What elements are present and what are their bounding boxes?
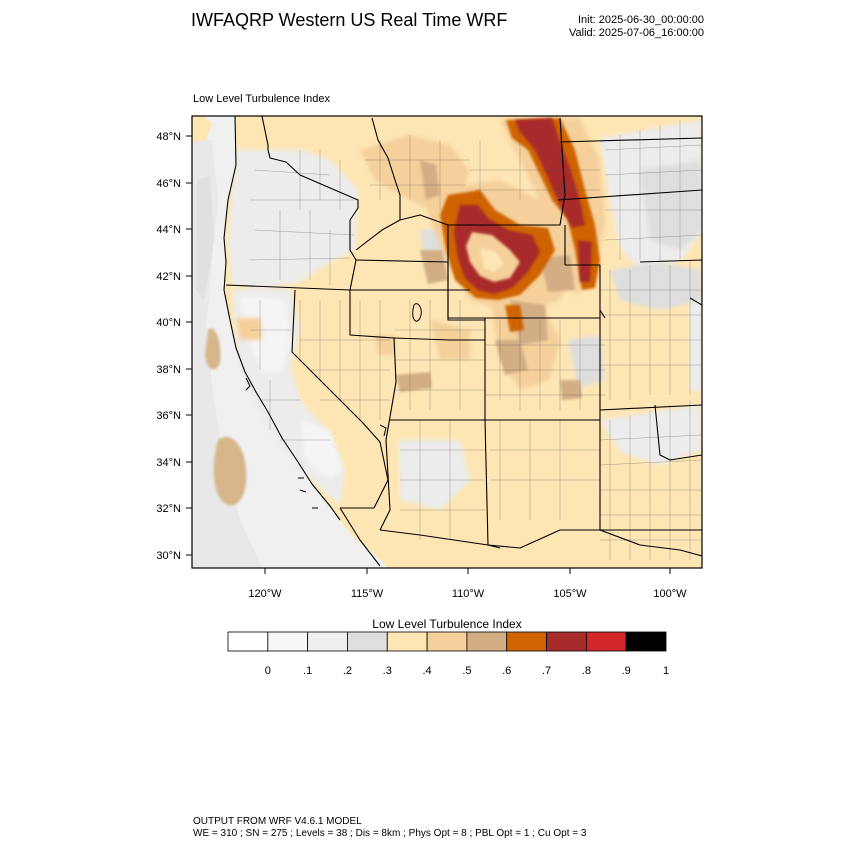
lon-label: 105°W xyxy=(553,588,587,600)
footer-line-1: OUTPUT FROM WRF V4.6.1 MODEL xyxy=(193,816,362,827)
latitude-labels: 48°N 46°N 44°N 42°N 40°N 38°N 36°N 34°N … xyxy=(156,131,181,562)
lat-label: 32°N xyxy=(156,503,181,515)
colorbar-tick-label: .5 xyxy=(462,665,471,677)
colorbar-tick-label: 0 xyxy=(265,665,271,677)
water-bodies xyxy=(245,303,422,509)
model-footer: OUTPUT FROM WRF V4.6.1 MODEL WE = 310 ; … xyxy=(193,816,586,840)
colorbar-labels: 0 .1 .2 .3 .4 .5 .6 .7 .8 .9 1 xyxy=(265,665,669,677)
colorbar-swatch xyxy=(466,631,508,652)
basin-core xyxy=(480,248,504,272)
colorbar-title: Low Level Turbulence Index xyxy=(372,617,522,631)
offshore-band xyxy=(196,176,214,300)
map-field xyxy=(192,116,702,568)
colorbar-tick-label: .1 xyxy=(303,665,312,677)
main-title: IWFAQRP Western US Real Time WRF xyxy=(191,10,508,30)
lowest-index-areas xyxy=(240,295,342,480)
colorbar-tick-label: .8 xyxy=(582,665,591,677)
lat-label: 44°N xyxy=(156,224,181,236)
colorbar-tick-label: 1 xyxy=(663,665,669,677)
lat-label: 48°N xyxy=(156,131,181,143)
valid-time: Valid: 2025-07-06_16:00:00 xyxy=(569,27,704,39)
colorbar-swatch xyxy=(426,631,468,652)
colorbar-swatch xyxy=(585,631,627,652)
colorbar-swatch xyxy=(506,631,547,652)
colorbar xyxy=(227,631,667,652)
offshore-high-patch xyxy=(213,436,247,506)
lat-label: 36°N xyxy=(156,410,181,422)
colorbar-tick-label: .9 xyxy=(622,665,631,677)
longitude-labels: 120°W 115°W 110°W 105°W 100°W xyxy=(248,588,687,600)
lat-label: 38°N xyxy=(156,364,181,376)
map-frame xyxy=(191,115,703,569)
axis-ticks xyxy=(186,135,671,574)
colorbar-tick-label: .7 xyxy=(542,665,551,677)
colorbar-swatch xyxy=(267,631,309,652)
footer-line-2: WE = 310 ; SN = 275 ; Levels = 38 ; Dis … xyxy=(193,828,587,839)
colorbar-tick-label: .6 xyxy=(502,665,511,677)
offshore-high-patch xyxy=(205,328,221,370)
lon-label: 115°W xyxy=(351,588,384,600)
lon-label: 100°W xyxy=(653,588,687,600)
state-boundaries xyxy=(223,116,702,567)
land-patch xyxy=(192,116,212,142)
run-times: Init: 2025-06-30_00:00:00 Valid: 2025-07… xyxy=(520,14,704,40)
colorbar-swatch xyxy=(227,631,269,652)
county-lines xyxy=(249,120,702,560)
colorbar-swatch xyxy=(625,631,667,652)
colorbar-tick-label: .2 xyxy=(343,665,352,677)
lon-label: 110°W xyxy=(452,588,485,600)
lat-label: 34°N xyxy=(156,457,181,469)
lat-label: 46°N xyxy=(156,178,181,190)
lon-label: 120°W xyxy=(248,588,282,600)
colorbar-swatch xyxy=(307,631,348,652)
colorbar-tick-label: .3 xyxy=(383,665,392,677)
colorbar-swatch xyxy=(347,631,388,652)
coastline xyxy=(223,116,341,521)
lat-label: 30°N xyxy=(156,550,181,562)
panel-title: Low Level Turbulence Index xyxy=(193,93,330,105)
colorbar-swatch xyxy=(386,631,428,652)
lat-label: 40°N xyxy=(156,317,181,329)
lat-label: 42°N xyxy=(156,271,181,283)
colorbar-swatch xyxy=(546,631,587,652)
colorbar-tick-label: .4 xyxy=(422,665,431,677)
init-time: Init: 2025-06-30_00:00:00 xyxy=(578,14,704,26)
